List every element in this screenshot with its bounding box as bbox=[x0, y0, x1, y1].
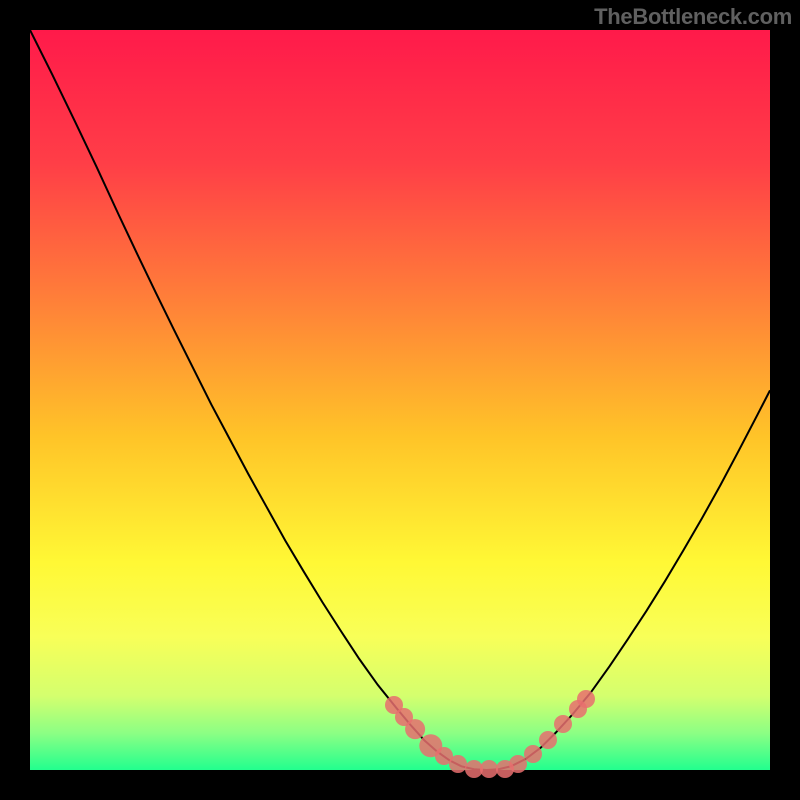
scatter-marker bbox=[405, 719, 425, 739]
scatter-marker bbox=[554, 715, 572, 733]
scatter-marker bbox=[524, 745, 542, 763]
watermark-text: TheBottleneck.com bbox=[594, 4, 792, 30]
scatter-markers bbox=[30, 30, 770, 770]
chart-container: TheBottleneck.com bbox=[0, 0, 800, 800]
scatter-marker bbox=[577, 690, 595, 708]
scatter-marker bbox=[539, 731, 557, 749]
scatter-marker bbox=[449, 755, 467, 773]
plot-area bbox=[30, 30, 770, 770]
scatter-marker bbox=[480, 760, 498, 778]
